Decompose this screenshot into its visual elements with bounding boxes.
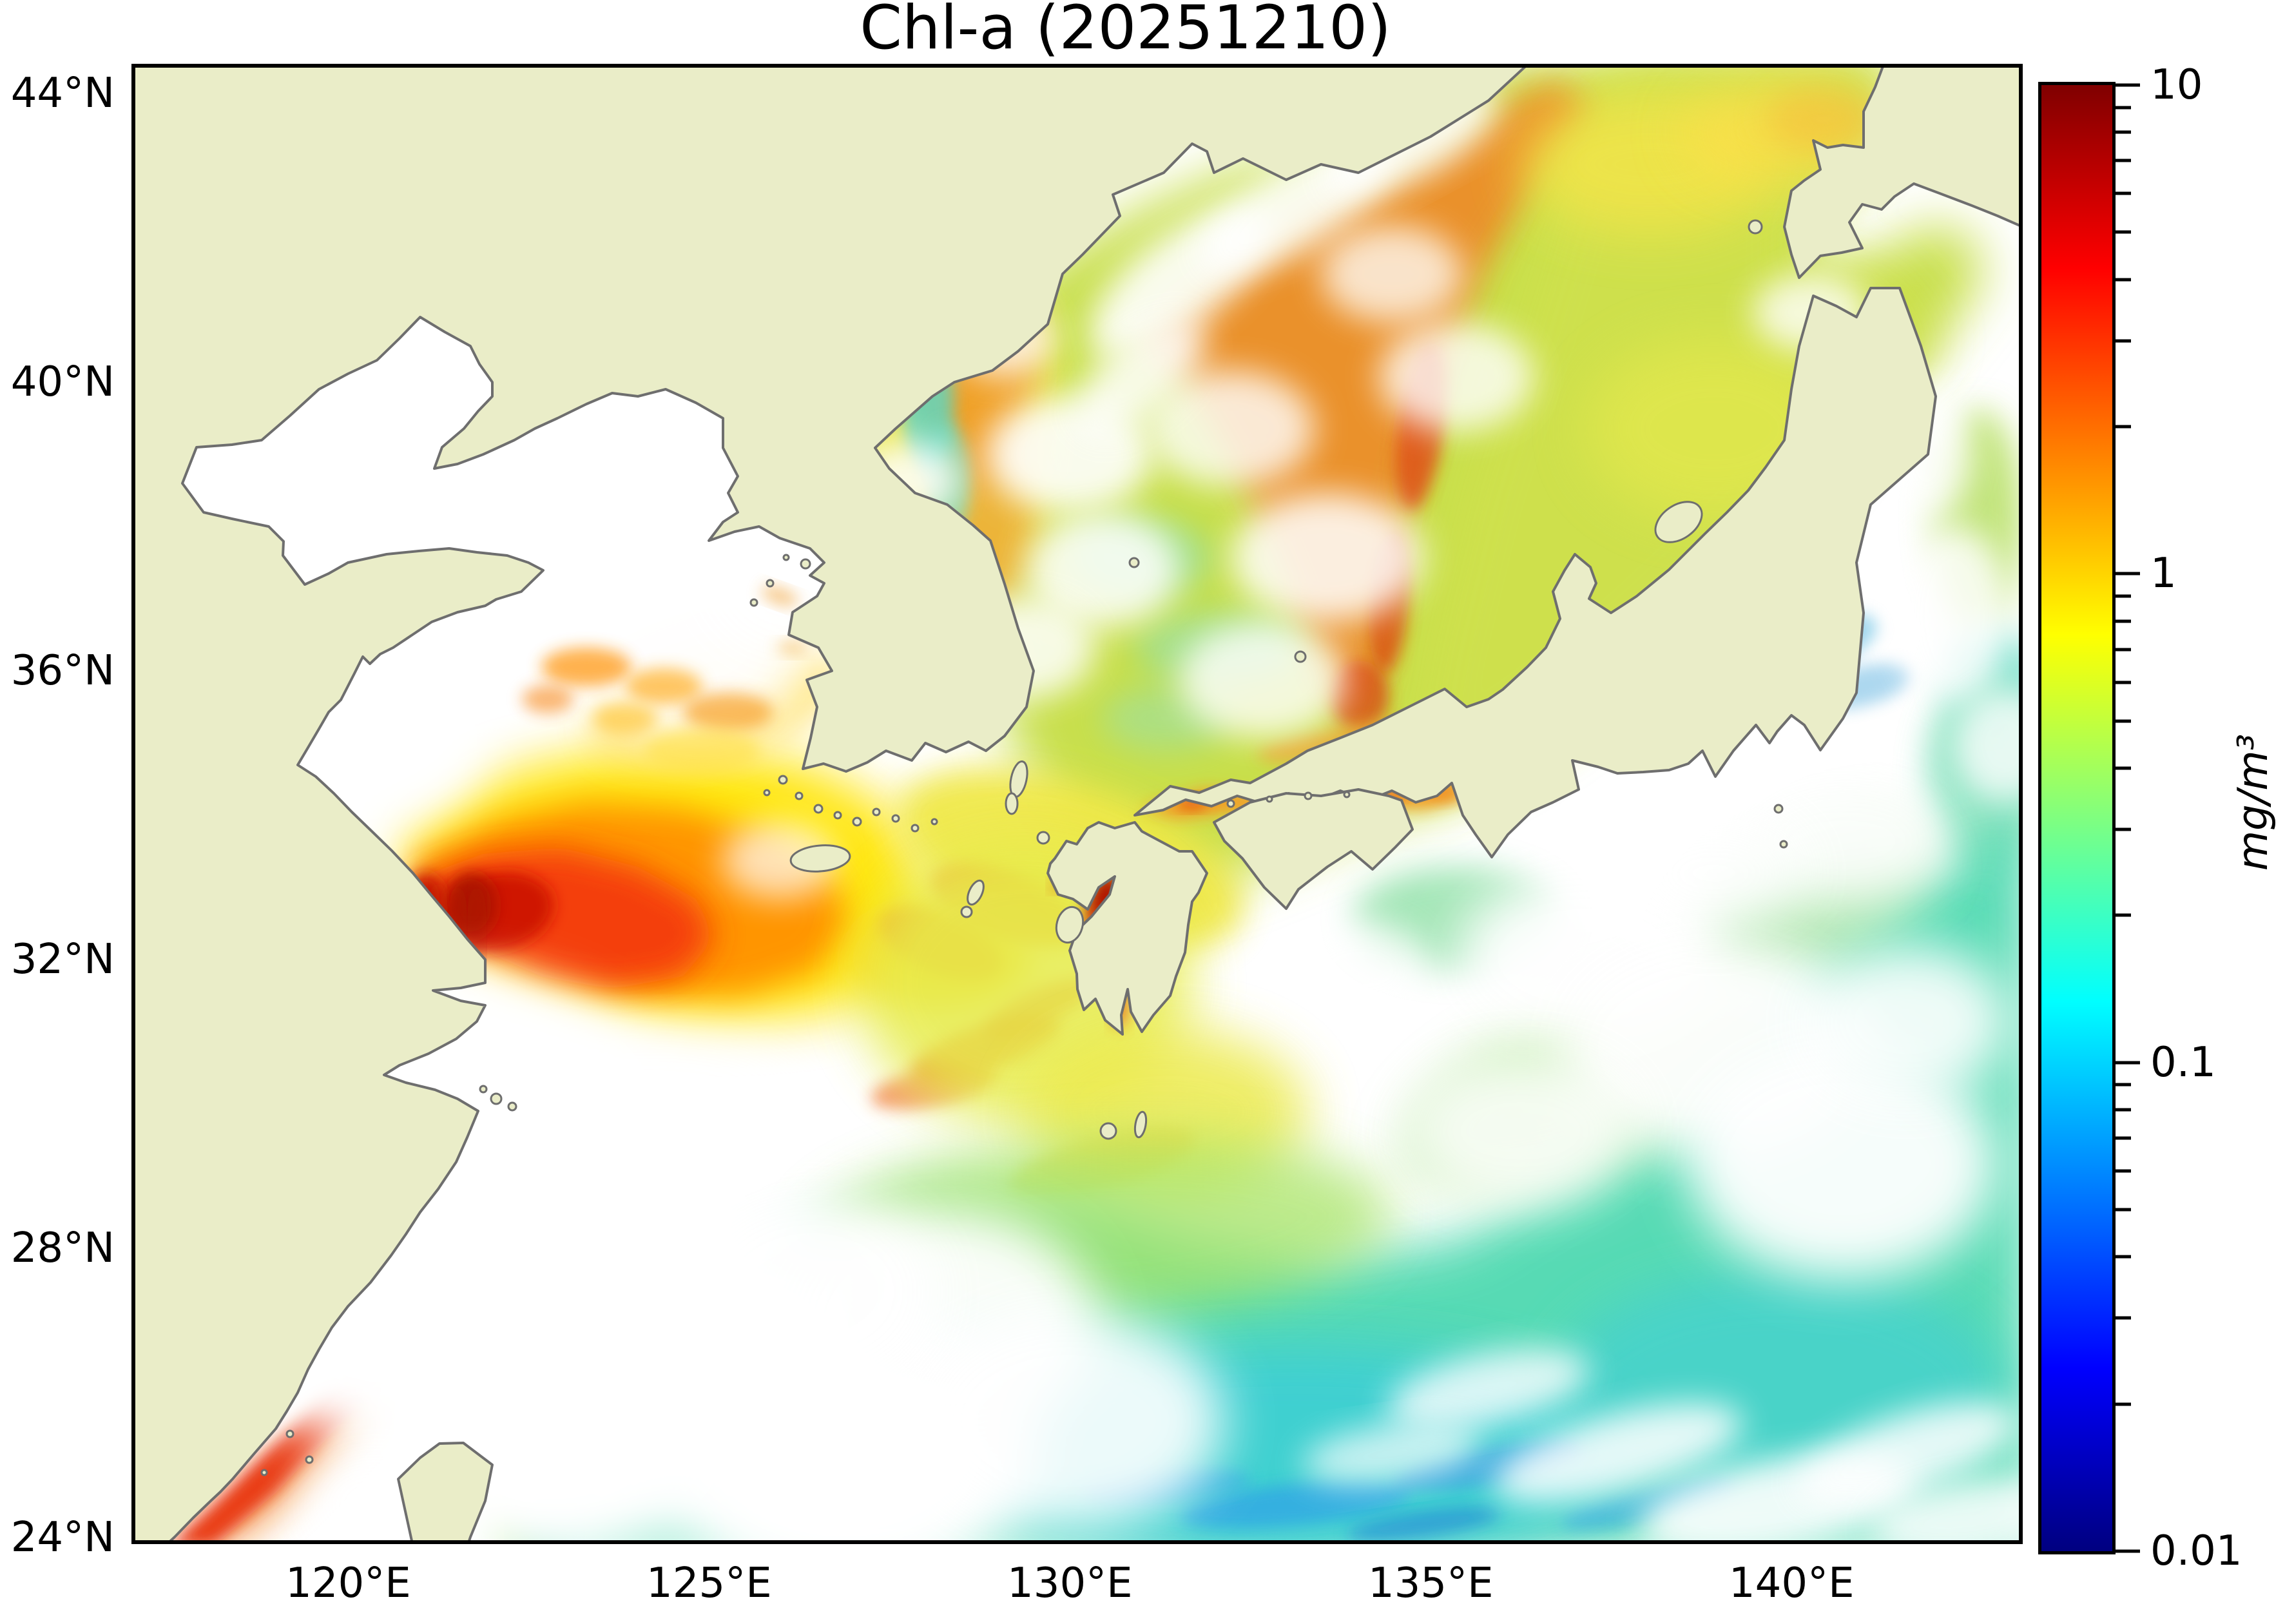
colorbar-major-tick bbox=[2116, 572, 2140, 575]
coastline-shikoku bbox=[1213, 788, 1414, 910]
colorbar-tick-label: 1 bbox=[2150, 550, 2177, 598]
x-tick-label: 140°E bbox=[1728, 1560, 1855, 1607]
colorbar-tick-label: 0.1 bbox=[2150, 1038, 2216, 1087]
coastline-taiwan bbox=[397, 1442, 494, 1540]
colorbar-minor-tick bbox=[2116, 339, 2131, 343]
island-zhoushan bbox=[490, 1092, 503, 1105]
colorbar-minor-tick bbox=[2116, 1136, 2131, 1140]
colorbar-minor-tick bbox=[2116, 130, 2131, 134]
colorbar-minor-tick bbox=[2116, 1208, 2131, 1212]
island-ulleung bbox=[1128, 557, 1140, 568]
colorbar-minor-tick bbox=[2116, 648, 2131, 652]
colorbar-minor-tick bbox=[2116, 1169, 2131, 1173]
page-title: Chl-a (20251210) bbox=[860, 0, 1391, 63]
x-axis-tick-labels: 120°E 125°E 130°E 135°E 140°E bbox=[135, 1554, 2019, 1612]
x-tick-label: 135°E bbox=[1367, 1560, 1494, 1607]
colorbar-minor-tick bbox=[2116, 1083, 2131, 1087]
colorbar-minor-tick bbox=[2116, 1316, 2131, 1320]
map-plot-area bbox=[131, 64, 2023, 1544]
coastline-hokkaido bbox=[1783, 68, 2019, 279]
colorbar-minor-tick bbox=[2116, 425, 2131, 429]
x-tick-label: 120°E bbox=[285, 1560, 411, 1607]
colorbar-minor-tick bbox=[2116, 719, 2131, 723]
y-axis-tick-labels: 44°N 40°N 36°N 32°N 28°N 24°N bbox=[0, 68, 124, 1561]
chlorophyll-map bbox=[135, 68, 2019, 1540]
colorbar-minor-tick bbox=[2116, 1255, 2131, 1259]
colorbar-tick-labels: 10 1 0.1 0.01 bbox=[2150, 61, 2282, 1575]
y-tick-label: 28°N bbox=[10, 1224, 115, 1273]
island-amakusa bbox=[1055, 905, 1085, 944]
island-sado bbox=[1654, 501, 1703, 543]
colorbar-major-tick bbox=[2116, 83, 2140, 87]
island-yakushima bbox=[1099, 1122, 1117, 1140]
colorbar-minor-tick bbox=[2116, 1402, 2131, 1406]
island-okushiri bbox=[1748, 219, 1763, 235]
colorbar-minor-tick bbox=[2116, 230, 2131, 234]
coastline-kyushu bbox=[1046, 821, 1208, 1036]
colorbar-minor-tick bbox=[2116, 766, 2131, 770]
colorbar-gradient bbox=[2041, 85, 2112, 1551]
colorbar-minor-tick bbox=[2116, 681, 2131, 684]
coastline-honshu bbox=[1133, 287, 1937, 858]
coastline-china-korea-russia bbox=[135, 68, 1527, 1540]
colorbar-minor-tick bbox=[2116, 106, 2131, 110]
colorbar-minor-tick bbox=[2116, 278, 2131, 282]
island-tanegashima bbox=[1133, 1110, 1148, 1139]
colorbar-major-tick bbox=[2116, 1549, 2140, 1553]
island-jeju bbox=[789, 844, 851, 873]
colorbar-minor-tick bbox=[2116, 619, 2131, 623]
land-layer bbox=[135, 68, 2019, 1540]
colorbar-major-tick bbox=[2116, 1061, 2140, 1065]
colorbar-minor-tick bbox=[2116, 594, 2131, 598]
colorbar-minor-tick bbox=[2116, 913, 2131, 917]
x-tick-label: 130°E bbox=[1007, 1560, 1133, 1607]
colorbar-minor-tick bbox=[2116, 1108, 2131, 1112]
y-tick-label: 24°N bbox=[10, 1513, 115, 1561]
island-iki bbox=[1036, 831, 1050, 845]
island-oki bbox=[1294, 650, 1307, 663]
colorbar-minor-tick bbox=[2116, 827, 2131, 831]
island-goto bbox=[967, 879, 985, 906]
x-tick-label: 125°E bbox=[646, 1560, 772, 1607]
colorbar-tick-label: 10 bbox=[2150, 61, 2203, 109]
colorbar-tick-label: 0.01 bbox=[2150, 1527, 2242, 1575]
y-tick-label: 44°N bbox=[10, 70, 115, 118]
colorbar-minor-tick bbox=[2116, 159, 2131, 162]
y-tick-label: 32°N bbox=[10, 936, 115, 984]
colorbar bbox=[2038, 82, 2116, 1554]
y-tick-label: 40°N bbox=[10, 358, 115, 407]
colorbar-unit-label: mg/m³ bbox=[2230, 733, 2277, 871]
nys-speckle-layer bbox=[522, 586, 808, 773]
y-tick-label: 36°N bbox=[10, 647, 115, 695]
colorbar-ticks bbox=[2116, 83, 2154, 1553]
colorbar-minor-tick bbox=[2116, 191, 2131, 195]
